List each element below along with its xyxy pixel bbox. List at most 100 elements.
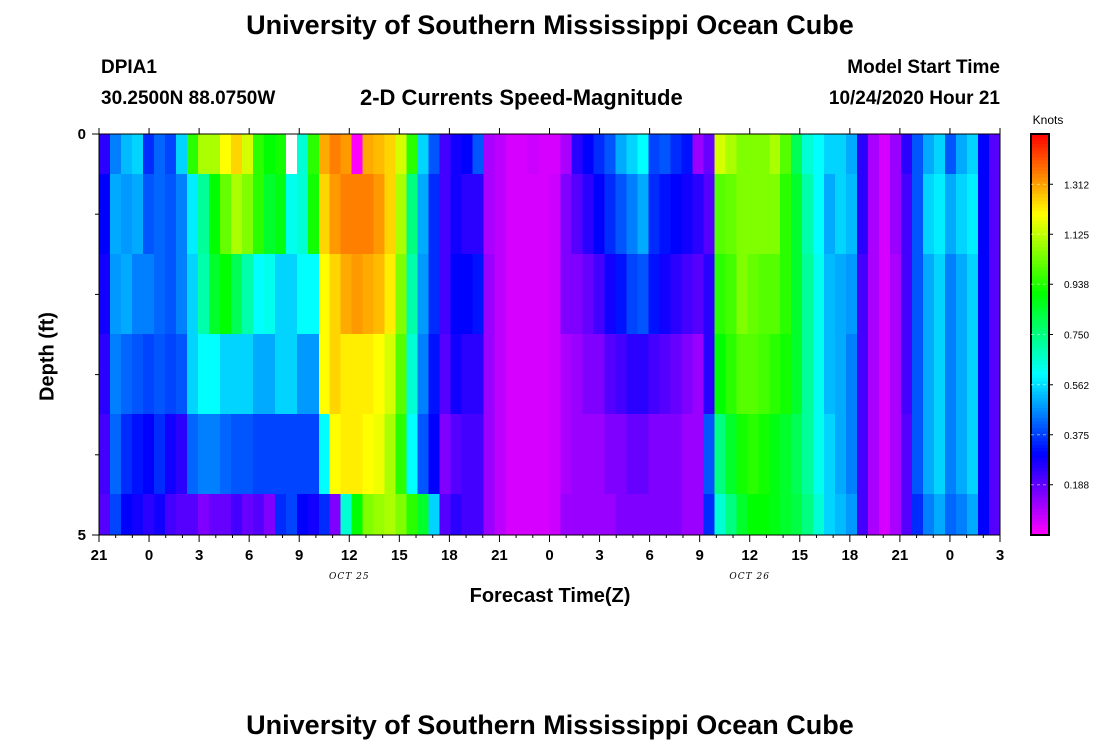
heatmap-cells [99,134,1001,535]
heatmap-cell [252,174,265,254]
heatmap-cell [340,334,353,414]
heatmap-cell [99,254,111,334]
heatmap-cell [912,134,924,174]
heatmap-cell [109,134,122,174]
heatmap-cell [670,414,682,494]
heatmap-cell [868,494,880,535]
heatmap-cell [560,174,573,254]
heatmap-cell [373,494,386,535]
heatmap-cell [912,174,924,254]
heatmap-cell [802,254,814,334]
heatmap-cell [428,334,441,414]
heatmap-cell [769,134,781,174]
heatmap-cell [593,494,606,535]
heatmap-cell [857,254,869,334]
heatmap-cell [626,334,638,414]
heatmap-cell [175,494,188,535]
heatmap-cell [725,494,737,535]
heatmap-cell [923,174,935,254]
heatmap-cell [901,254,913,334]
heatmap-cell [472,414,485,494]
x-tick-label: 0 [946,547,954,564]
heatmap-cell [890,494,902,535]
date-label: OCT 26 [729,572,770,582]
heatmap-cell [109,414,122,494]
colorbar-segment [1031,337,1049,342]
colorbar-segment [1031,197,1049,202]
heatmap-cell [406,254,419,334]
colorbar-segment [1031,421,1049,426]
heatmap-cell [714,494,726,535]
heatmap-cell [967,254,979,334]
heatmap-cell [516,494,529,535]
heatmap-cell [208,254,221,334]
heatmap-cell [450,334,463,414]
heatmap-cell [923,494,935,535]
heatmap-cell [164,414,177,494]
heatmap-cell [274,174,287,254]
heatmap-cell [296,134,309,174]
colorbar-segment [1031,227,1049,232]
colorbar-segment [1031,341,1049,346]
heatmap-cell [384,174,397,254]
heatmap-cell [417,134,430,174]
heatmap-cell [505,254,518,334]
heatmap-cell [692,334,704,414]
heatmap-cell [758,334,770,414]
heatmap-cell [626,254,638,334]
x-tick-label: 15 [791,547,808,564]
colorbar-segment [1031,324,1049,329]
colorbar-segment [1031,414,1049,419]
heatmap-cell [758,134,770,174]
heatmap-cell [890,134,902,174]
heatmap-cell [978,494,990,535]
heatmap-cell [670,174,682,254]
heatmap-cell [813,494,825,535]
heatmap-cell [626,134,638,174]
colorbar-segment [1031,448,1049,453]
x-tick-label: 12 [341,547,358,564]
heatmap-cell [879,414,891,494]
colorbar-segment [1031,257,1049,262]
colorbar-segment [1031,187,1049,192]
colorbar-segment [1031,438,1049,443]
heatmap-cell [626,174,638,254]
heatmap-cell [758,414,770,494]
colorbar-segment [1031,404,1049,409]
heatmap-cell [956,254,968,334]
colorbar-segment [1031,424,1049,429]
heatmap-cell [351,414,364,494]
heatmap-cell [472,134,485,174]
heatmap-cell [494,254,507,334]
colorbar-segment [1031,494,1049,499]
heatmap-cell [945,134,957,174]
heatmap-cell [780,414,792,494]
heatmap-cell [890,254,902,334]
heatmap-cell [604,494,617,535]
heatmap-cell [131,414,144,494]
x-tick-label: 21 [91,547,108,564]
colorbar-segment [1031,384,1049,389]
heatmap-cell [835,414,847,494]
heatmap-cell [142,174,155,254]
heatmap-cell [747,254,759,334]
heatmap-cell [219,134,232,174]
heatmap-cell [736,134,748,174]
heatmap-cell [714,254,726,334]
colorbar-segment [1031,508,1049,513]
heatmap-cell [615,254,628,334]
colorbar-segment [1031,498,1049,503]
heatmap-cell [835,134,847,174]
heatmap-cell [428,414,441,494]
heatmap-cell [428,494,441,535]
heatmap-cell [934,494,946,535]
colorbar-segment [1031,521,1049,526]
heatmap-cell [846,494,858,535]
heatmap-cell [648,334,660,414]
heatmap-cell [142,134,155,174]
heatmap-cell [120,414,133,494]
colorbar-segment [1031,200,1049,205]
heatmap-cell [912,414,924,494]
heatmap-cell [659,334,671,414]
heatmap-cell [373,174,386,254]
